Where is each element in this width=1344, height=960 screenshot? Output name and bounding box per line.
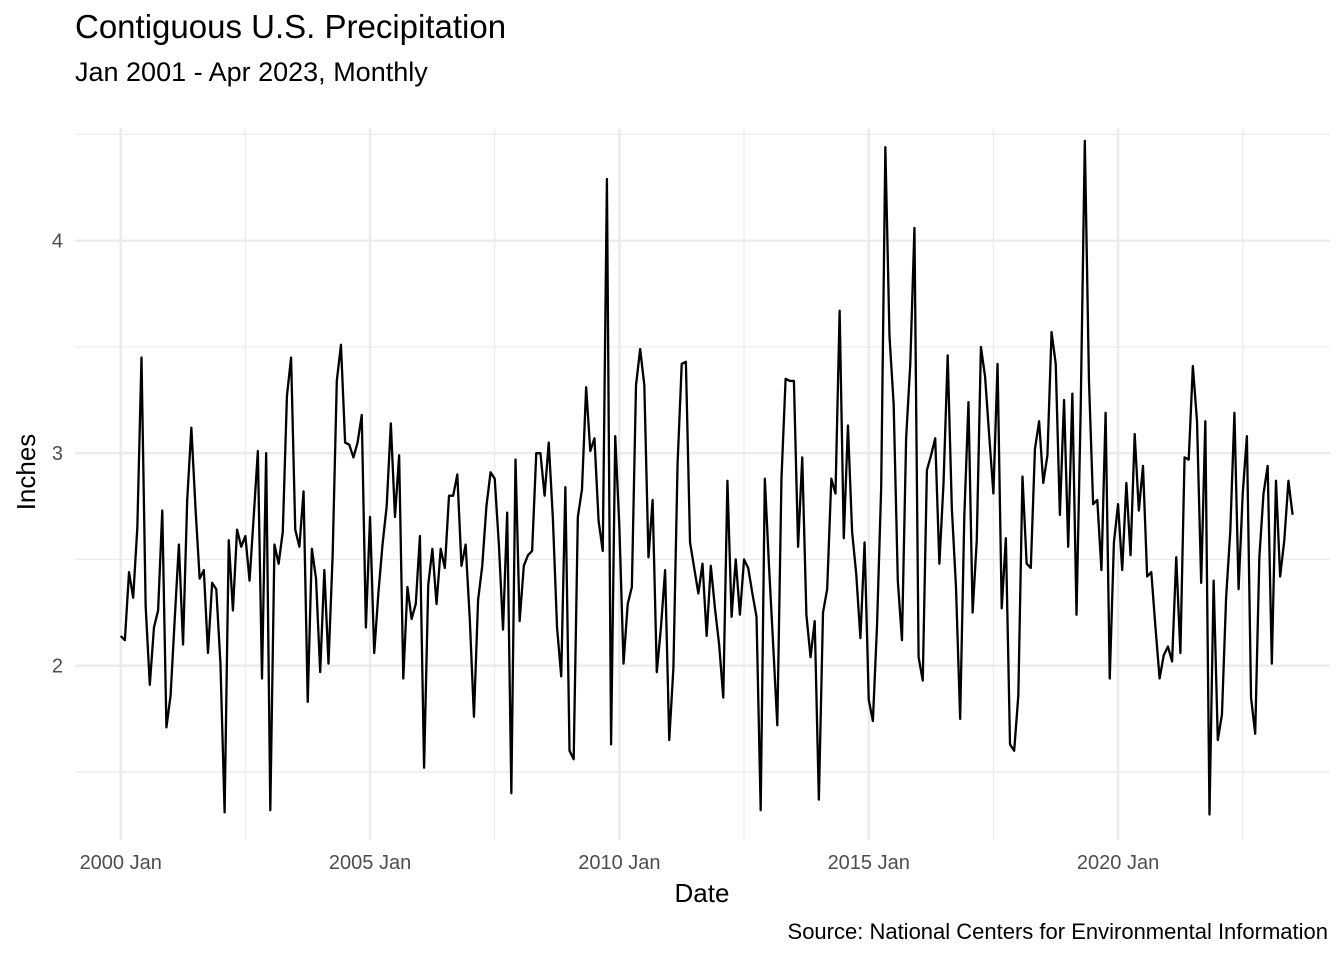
x-tick-label: 2020 Jan bbox=[1077, 852, 1159, 874]
chart-subtitle: Jan 2001 - Apr 2023, Monthly bbox=[75, 57, 428, 87]
source-caption: Source: National Centers for Environment… bbox=[787, 919, 1328, 944]
x-tick-label: 2010 Jan bbox=[578, 852, 660, 874]
chart-title: Contiguous U.S. Precipitation bbox=[75, 8, 507, 45]
y-tick-label: 3 bbox=[52, 443, 63, 465]
x-tick-label: 2015 Jan bbox=[828, 852, 910, 874]
series-line bbox=[119, 139, 1294, 816]
y-axis-title: Inches bbox=[11, 434, 41, 511]
x-axis-title: Date bbox=[675, 878, 730, 908]
x-tick-label: 2005 Jan bbox=[329, 852, 411, 874]
x-axis-ticks: 2000 Jan 2005 Jan 2010 Jan 2015 Jan 2020 Jan bbox=[80, 852, 1160, 874]
y-axis-ticks: 2 3 4 bbox=[52, 231, 63, 678]
y-tick-label: 4 bbox=[52, 231, 63, 253]
y-tick-label: 2 bbox=[52, 656, 63, 678]
series-layer bbox=[119, 139, 1294, 816]
x-tick-label: 2000 Jan bbox=[80, 852, 162, 874]
